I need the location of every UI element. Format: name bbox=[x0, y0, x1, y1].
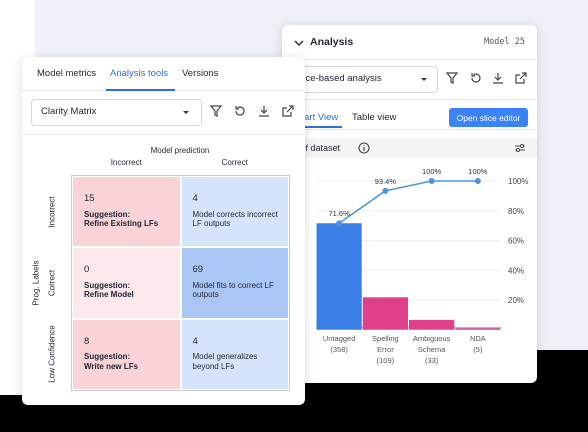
data-label: 100% bbox=[422, 167, 442, 176]
y-tick-label: 100% bbox=[508, 177, 528, 186]
column-label: Incorrect bbox=[110, 158, 142, 167]
cell-count: 4 bbox=[192, 193, 198, 204]
y-tick-label: 20% bbox=[508, 296, 524, 305]
row-label: Low Confidence bbox=[47, 325, 57, 384]
download-icon[interactable] bbox=[257, 104, 271, 118]
tab-active[interactable]: Analysis tools bbox=[110, 68, 169, 79]
matrix-cell: 8 Suggestion: Write new LFs bbox=[72, 318, 181, 390]
cell-text: Write new LFs bbox=[84, 361, 139, 371]
pareto-chart: 20% 40% 60% 80% 100% Untagged (358) Spelling Err… bbox=[316, 167, 528, 365]
external-icon[interactable] bbox=[281, 104, 295, 118]
dropdown-text: Clarity Matrix bbox=[41, 106, 97, 117]
line-point bbox=[382, 187, 389, 194]
divider bbox=[282, 129, 537, 130]
tab[interactable]: Model metrics bbox=[37, 68, 97, 79]
cell-text: Model corrects incorrect LF outputs bbox=[192, 209, 278, 229]
y-tick-label: 40% bbox=[508, 266, 524, 275]
x-tick-label: (33) bbox=[425, 356, 439, 365]
tab[interactable]: Versions bbox=[182, 68, 219, 79]
cell-count: 15 bbox=[84, 193, 95, 204]
dropdown-text: Slice-based analysis bbox=[295, 73, 382, 84]
open-slice-button[interactable]: Open slice editor bbox=[449, 108, 528, 127]
x-axis-title: Model prediction bbox=[150, 146, 210, 155]
tab[interactable]: Table view bbox=[352, 112, 397, 123]
filter-icon[interactable] bbox=[209, 104, 223, 118]
settings-icon[interactable] bbox=[513, 141, 527, 155]
cell-text: Model fits to correct LF outputs bbox=[192, 280, 274, 300]
panel-title: Analysis bbox=[310, 36, 354, 48]
x-tick-label: Schema bbox=[418, 345, 446, 354]
divider bbox=[282, 59, 537, 60]
tab-underline bbox=[290, 126, 342, 128]
matrix-cell: 15 Suggestion: Refine Existing LFs bbox=[72, 176, 181, 248]
caret bbox=[421, 78, 427, 81]
x-tick-label: (358) bbox=[330, 345, 348, 354]
y-tick-label: 80% bbox=[508, 207, 524, 216]
y-axis-title: Prog. Labels bbox=[31, 260, 41, 306]
x-tick-label: NDA bbox=[470, 334, 486, 343]
cell-label: Suggestion: bbox=[84, 209, 131, 219]
line-point bbox=[428, 178, 435, 184]
tab-active[interactable]: Chart View bbox=[292, 112, 339, 123]
matrix-card: Model metrics Analysis tools Versions Cl… bbox=[22, 57, 305, 405]
data-label: 93.4% bbox=[375, 177, 397, 186]
metric-bar bbox=[282, 138, 537, 158]
cell-count: 8 bbox=[84, 335, 90, 347]
refresh-icon[interactable] bbox=[469, 71, 483, 85]
bar bbox=[316, 223, 362, 330]
matrix-cell: 0 Suggestion: Refine Model bbox=[72, 247, 181, 319]
model-label: Model 25 bbox=[484, 37, 525, 47]
cell-label: Suggestion: bbox=[84, 280, 131, 290]
cell-text: Refine Model bbox=[84, 290, 134, 300]
cell-count: 4 bbox=[192, 335, 198, 347]
row-label: Incorrect bbox=[47, 196, 57, 228]
refresh-icon[interactable] bbox=[233, 104, 247, 118]
x-tick-label: (5) bbox=[473, 345, 483, 354]
x-tick-label: (109) bbox=[377, 356, 395, 365]
line-point bbox=[474, 178, 481, 184]
row-label: Correct bbox=[47, 269, 57, 297]
divider bbox=[22, 134, 305, 135]
x-tick-label: Untagged bbox=[323, 334, 356, 343]
info-icon[interactable] bbox=[357, 141, 371, 155]
cell-label: Suggestion: bbox=[84, 352, 131, 362]
button-label: Open slice editor bbox=[456, 113, 521, 123]
x-tick-label: Ambiguous bbox=[413, 334, 451, 343]
matrix-cell: 4 Model corrects incorrect LF outputs bbox=[180, 176, 289, 248]
data-label: 71.6% bbox=[328, 209, 350, 218]
data-label: 100% bbox=[468, 167, 488, 176]
matrix-grid: 15 Suggestion: Refine Existing LFs 4 Model c… bbox=[71, 175, 290, 391]
metric-label: % of dataset bbox=[290, 143, 341, 153]
matrix-cell: 69 Model fits to correct LF outputs bbox=[180, 247, 289, 319]
cell-text: Refine Existing LFs bbox=[84, 219, 159, 228]
y-tick-label: 60% bbox=[508, 237, 524, 246]
bar bbox=[409, 319, 455, 330]
cell-count: 0 bbox=[84, 264, 90, 276]
analysis-panel: Analysis Model 25 Slice-based analysis C… bbox=[282, 25, 537, 383]
matrix-dropdown[interactable]: Clarity Matrix bbox=[31, 99, 202, 126]
external-icon[interactable] bbox=[514, 71, 528, 85]
x-tick-label: Spelling bbox=[372, 334, 399, 343]
cell-text: Model generalizes beyond LFs bbox=[192, 352, 258, 371]
line-point bbox=[336, 220, 343, 227]
divider bbox=[282, 99, 537, 100]
bar bbox=[455, 328, 501, 330]
tab-underline bbox=[106, 89, 175, 91]
filter-icon[interactable] bbox=[445, 71, 459, 85]
collapse-chevron[interactable] bbox=[292, 36, 306, 50]
cell-count: 69 bbox=[192, 264, 204, 276]
x-tick-label: Error bbox=[377, 345, 394, 354]
line bbox=[338, 180, 478, 224]
column-label: Correct bbox=[221, 158, 248, 167]
bar bbox=[362, 297, 408, 330]
caret bbox=[183, 111, 189, 114]
matrix-cell: 4 Model generalizes beyond LFs bbox=[180, 318, 289, 390]
download-icon[interactable] bbox=[491, 71, 505, 85]
